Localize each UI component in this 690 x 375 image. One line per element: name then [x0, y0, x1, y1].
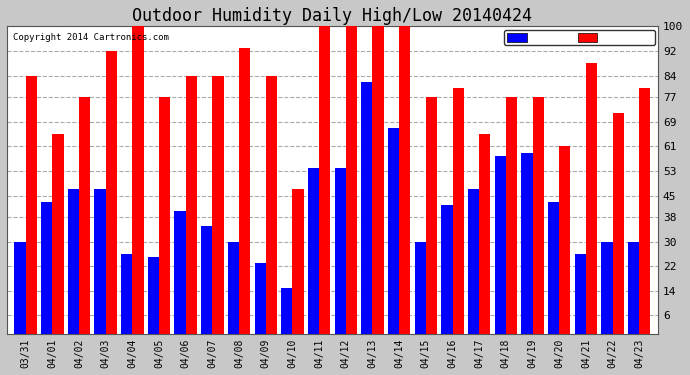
Bar: [639, 88, 651, 334]
Bar: [239, 48, 250, 334]
Bar: [479, 134, 491, 334]
Bar: [399, 27, 411, 334]
Bar: [468, 189, 479, 334]
Bar: [14, 242, 26, 334]
Bar: [201, 226, 213, 334]
Bar: [186, 76, 197, 334]
Bar: [132, 27, 144, 334]
Bar: [335, 168, 346, 334]
Bar: [586, 63, 597, 334]
Bar: [442, 205, 453, 334]
Bar: [373, 27, 384, 334]
Bar: [575, 254, 586, 334]
Text: Copyright 2014 Cartronics.com: Copyright 2014 Cartronics.com: [13, 33, 169, 42]
Bar: [308, 168, 319, 334]
Bar: [319, 27, 331, 334]
Bar: [266, 76, 277, 334]
Bar: [159, 97, 170, 334]
Bar: [388, 128, 399, 334]
Legend: Low  (%), High  (%): Low (%), High (%): [504, 30, 655, 45]
Bar: [79, 97, 90, 334]
Bar: [628, 242, 639, 334]
Bar: [282, 288, 293, 334]
Bar: [106, 51, 117, 334]
Bar: [41, 202, 52, 334]
Bar: [175, 211, 186, 334]
Bar: [213, 76, 224, 334]
Bar: [26, 76, 37, 334]
Title: Outdoor Humidity Daily High/Low 20140424: Outdoor Humidity Daily High/Low 20140424: [132, 7, 533, 25]
Bar: [148, 257, 159, 334]
Bar: [453, 88, 464, 334]
Bar: [255, 263, 266, 334]
Bar: [68, 189, 79, 334]
Bar: [426, 97, 437, 334]
Bar: [506, 97, 517, 334]
Bar: [362, 82, 373, 334]
Bar: [228, 242, 239, 334]
Bar: [293, 189, 304, 334]
Bar: [602, 242, 613, 334]
Bar: [415, 242, 426, 334]
Bar: [522, 153, 533, 334]
Bar: [121, 254, 132, 334]
Bar: [613, 112, 624, 334]
Bar: [559, 146, 571, 334]
Bar: [495, 156, 506, 334]
Bar: [52, 134, 63, 334]
Bar: [533, 97, 544, 334]
Bar: [95, 189, 106, 334]
Bar: [548, 202, 559, 334]
Bar: [346, 27, 357, 334]
